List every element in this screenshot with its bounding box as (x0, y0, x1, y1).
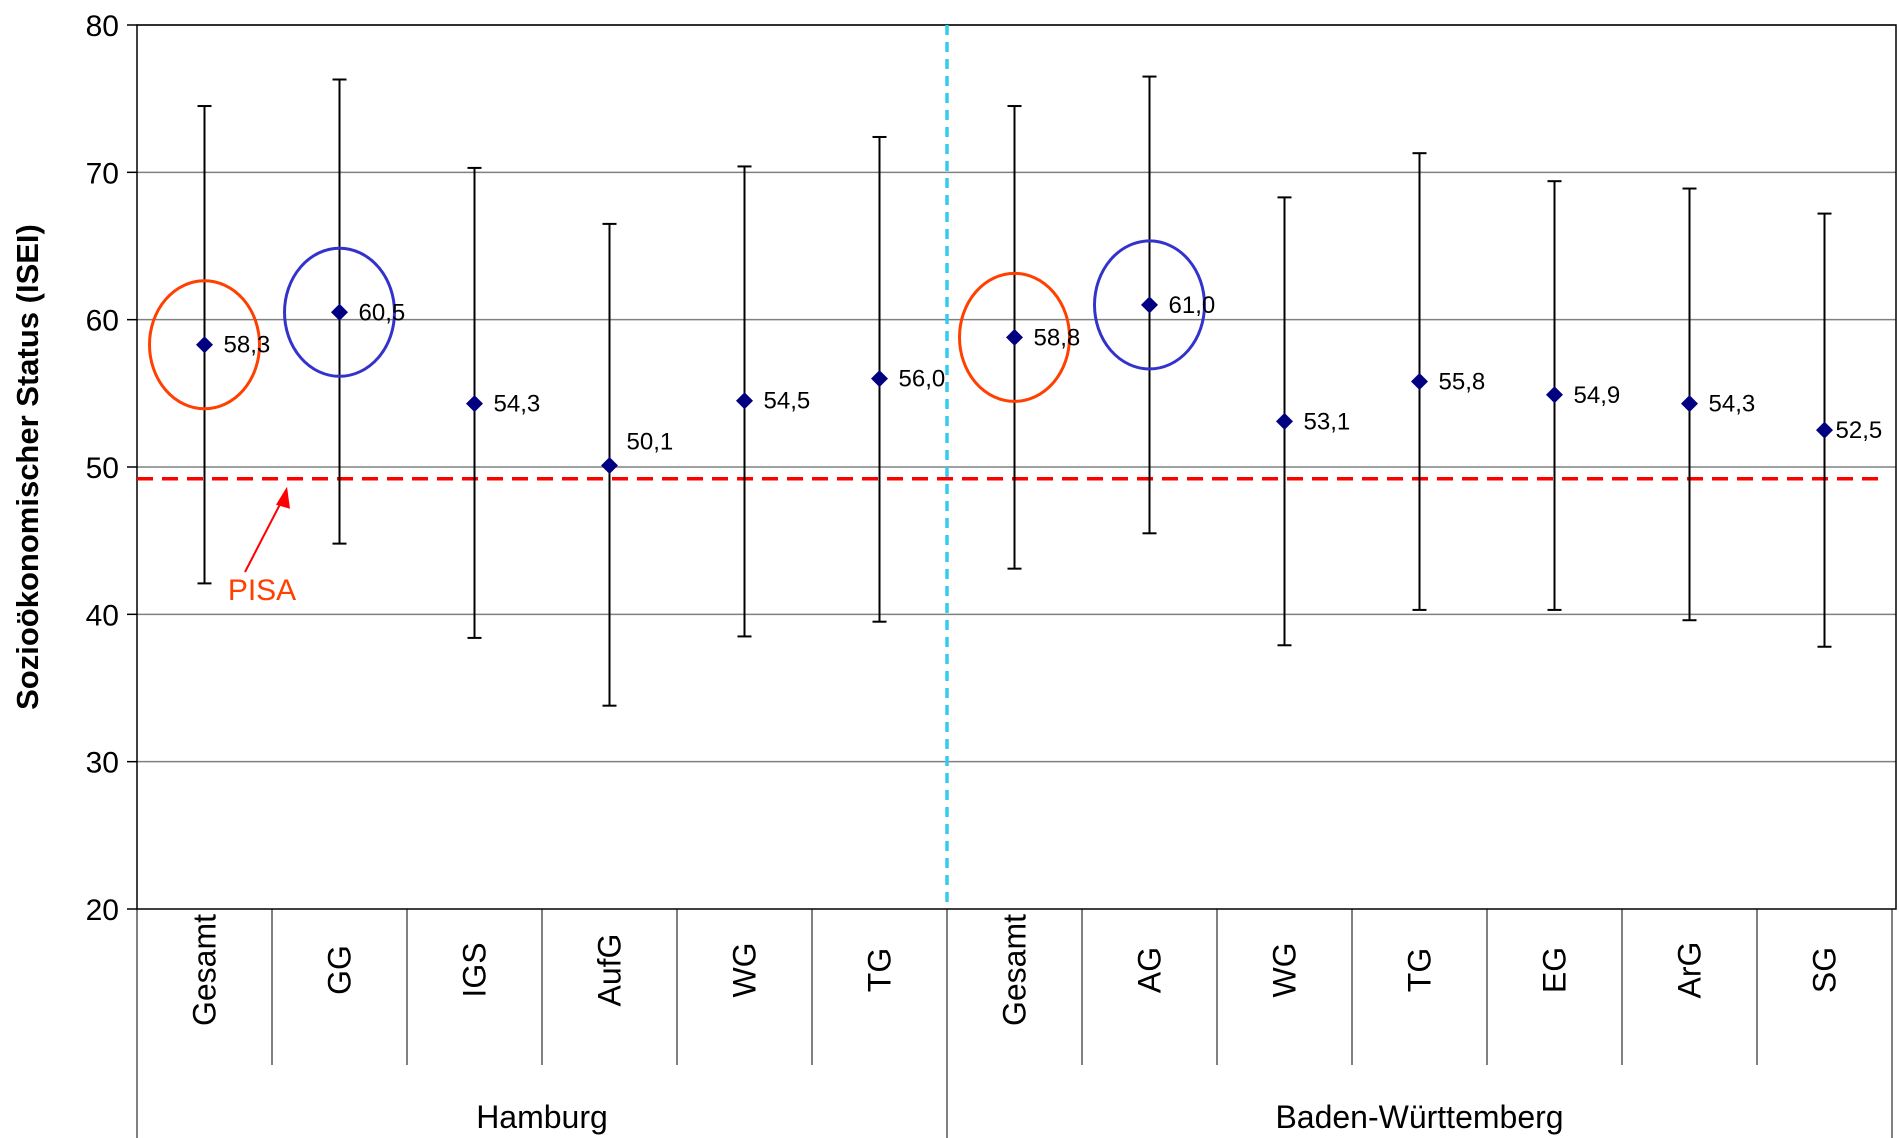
data-point (1816, 421, 1833, 439)
category-label: AufG (592, 934, 628, 1007)
axes (127, 24, 1897, 1138)
data-point (601, 457, 618, 475)
data-label: 53,1 (1304, 408, 1351, 435)
data-point (1681, 395, 1698, 413)
data-label: 50,1 (627, 429, 674, 456)
data-point (331, 303, 348, 321)
data-point (196, 336, 213, 354)
category-label: ArG (1672, 942, 1708, 999)
pisa-label: PISA (228, 574, 296, 607)
data-label: 61,0 (1169, 292, 1216, 319)
group-label: Hamburg (476, 1099, 608, 1135)
data-point (736, 392, 753, 410)
highlight-circle (1093, 239, 1206, 371)
y-axis-title: Sozioökonomischer Status (ISEI) (10, 224, 45, 710)
y-tick-label: 80 (86, 10, 119, 43)
plot-frame (136, 24, 1897, 910)
data-label: 58,3 (224, 332, 271, 359)
data-point (1546, 386, 1563, 404)
highlight-circle (148, 279, 261, 411)
category-label: SG (1807, 947, 1843, 993)
category-label: Gesamt (997, 914, 1033, 1026)
data-point (1006, 328, 1023, 346)
data-label: 56,0 (899, 366, 946, 393)
data-label: 55,8 (1439, 369, 1486, 396)
data-point (1141, 296, 1158, 314)
data-point (1411, 373, 1428, 391)
y-tick-label: 50 (86, 452, 119, 485)
category-label: EG (1537, 947, 1573, 993)
data-label: 52,5 (1836, 417, 1883, 444)
data-label: 58,8 (1034, 324, 1081, 351)
reference-lines (137, 25, 1881, 909)
data-point (466, 395, 483, 413)
data-label: 60,5 (359, 299, 406, 326)
data-label: 54,5 (764, 388, 811, 415)
gridlines (137, 24, 1896, 763)
data-point (871, 370, 888, 388)
y-tick-label: 40 (86, 599, 119, 632)
y-tick-label: 20 (86, 894, 119, 927)
labels: 20 30 40 50 60 70 80 Gesamt GG IGS AufG WG TG Hamburg… (10, 10, 1882, 1135)
highlight-circle (283, 246, 396, 378)
category-label: Gesamt (187, 914, 223, 1026)
group-label: Baden-Württemberg (1275, 1099, 1563, 1135)
category-label: TG (862, 948, 898, 992)
highlight-circle (958, 271, 1071, 403)
category-label: IGS (457, 942, 493, 997)
category-label: WG (727, 942, 763, 997)
pisa-arrowhead (276, 486, 290, 509)
y-tick-label: 60 (86, 305, 119, 338)
data-series (148, 75, 1833, 707)
category-label: AG (1132, 947, 1168, 993)
category-label: TG (1402, 948, 1438, 992)
data-label: 54,9 (1574, 382, 1621, 409)
data-label: 54,3 (1709, 391, 1756, 418)
data-point (1276, 412, 1293, 430)
category-label: WG (1267, 942, 1303, 997)
data-label: 54,3 (494, 391, 541, 418)
category-label: GG (322, 945, 358, 995)
y-tick-label: 30 (86, 747, 119, 780)
y-tick-label: 70 (86, 157, 119, 190)
